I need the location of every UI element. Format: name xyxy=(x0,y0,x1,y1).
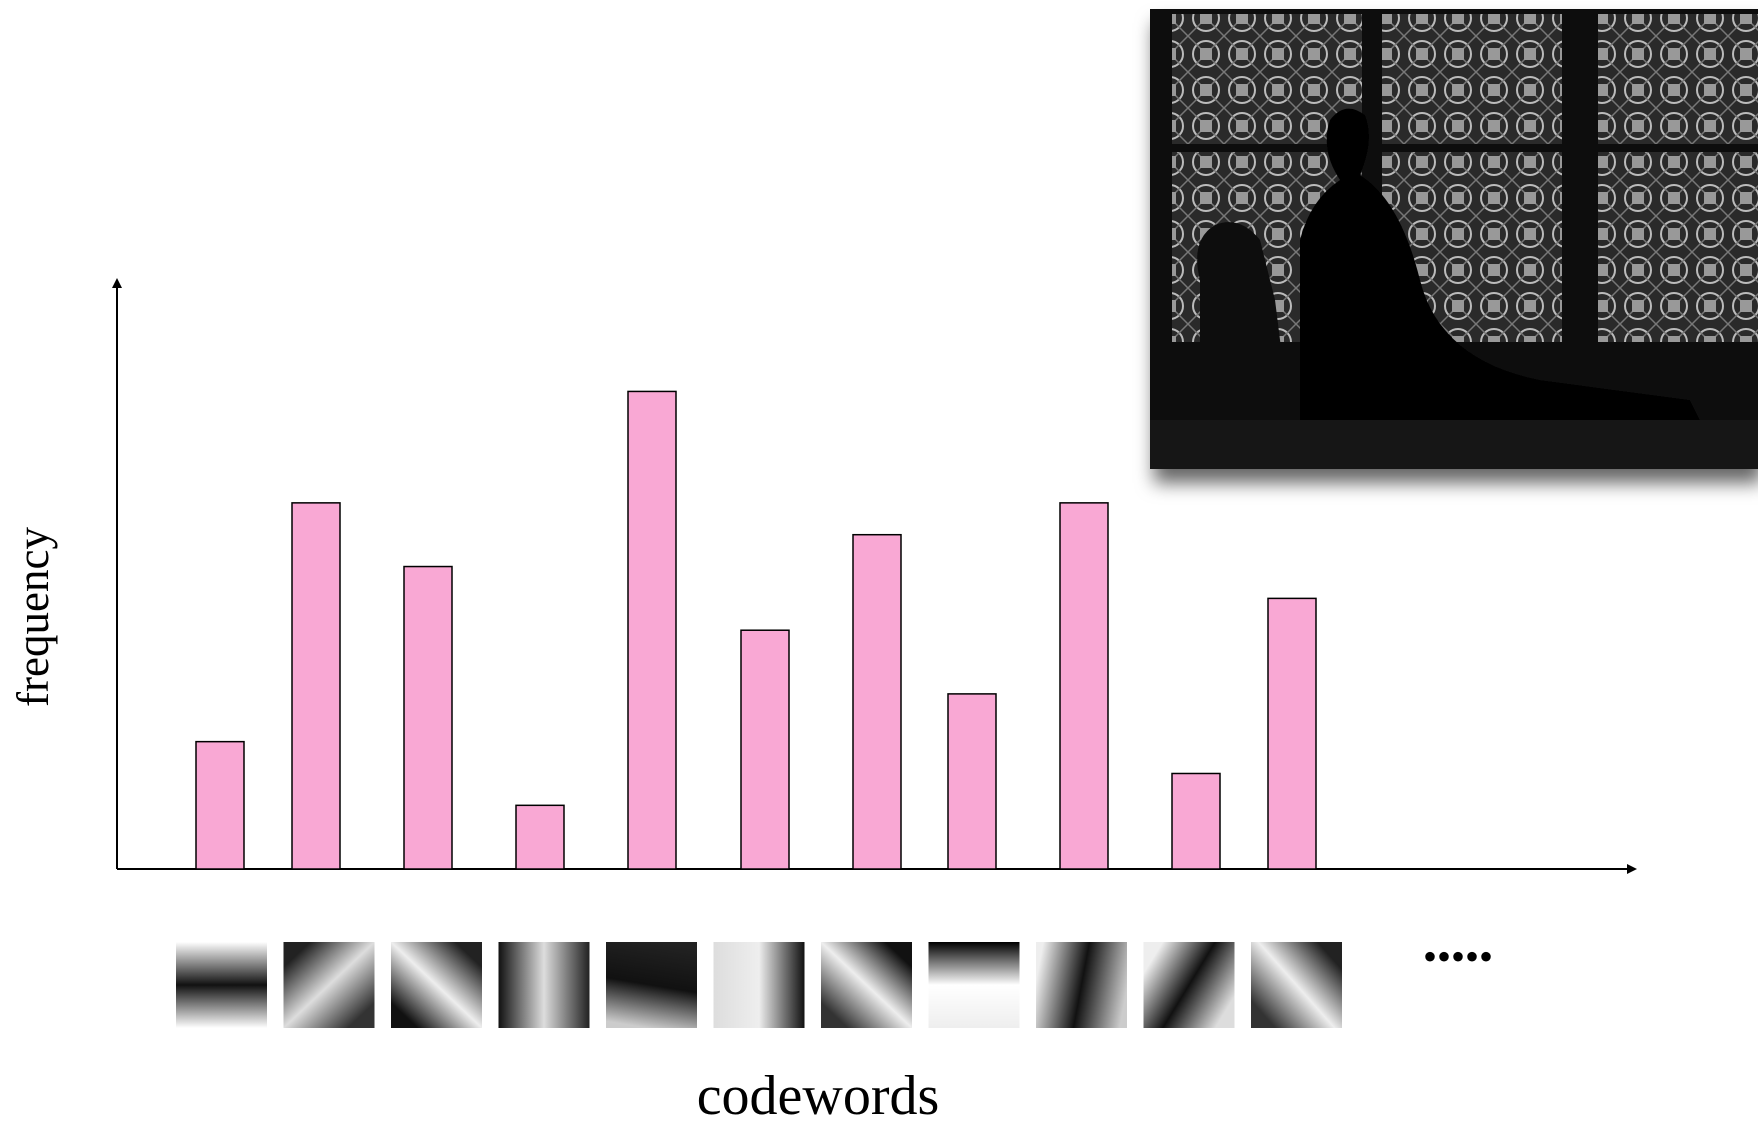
codeword-patch xyxy=(1251,942,1342,1028)
codeword-patches xyxy=(176,942,1342,1028)
photo xyxy=(1150,9,1758,469)
bar xyxy=(516,805,564,869)
x-axis-label: codewords xyxy=(697,1065,940,1124)
y-axis-label: frequency xyxy=(8,527,58,707)
codeword-patch xyxy=(821,942,912,1028)
bar xyxy=(196,742,244,869)
codeword-patch xyxy=(714,942,805,1028)
codeword-patch xyxy=(1144,942,1235,1028)
codeword-patch xyxy=(606,942,697,1028)
bar xyxy=(1172,773,1220,869)
bar xyxy=(1268,598,1316,869)
codeword-patch xyxy=(929,942,1020,1028)
bar xyxy=(948,694,996,869)
codeword-patch xyxy=(1036,942,1127,1028)
codeword-patch xyxy=(499,942,590,1028)
page: frequency codewords ••••• (() => { const… xyxy=(0,0,1758,1124)
bar xyxy=(1060,503,1108,869)
bar xyxy=(292,503,340,869)
codeword-patch xyxy=(391,942,482,1028)
codeword-patch xyxy=(176,942,267,1028)
ellipsis: ••••• xyxy=(1423,934,1493,979)
bar xyxy=(853,535,901,869)
bar xyxy=(628,391,676,869)
bar xyxy=(404,567,452,869)
bar xyxy=(741,630,789,869)
codeword-patch xyxy=(284,942,375,1028)
chart: frequency codewords ••••• xyxy=(0,0,1758,1124)
